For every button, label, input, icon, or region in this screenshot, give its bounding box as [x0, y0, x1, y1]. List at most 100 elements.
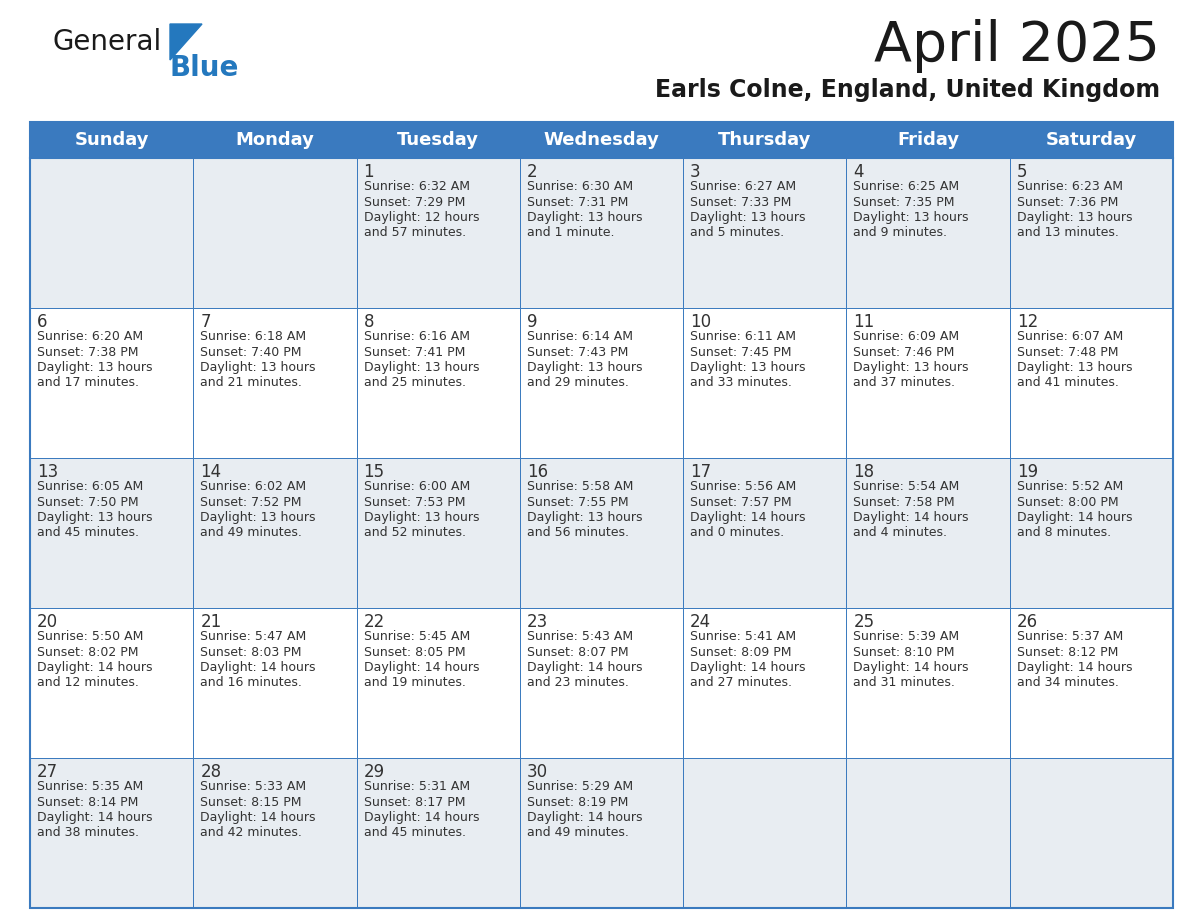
Text: Sunset: 8:19 PM: Sunset: 8:19 PM — [526, 796, 628, 809]
Bar — [194, 308, 356, 458]
Bar — [356, 458, 520, 608]
Text: Sunday: Sunday — [75, 131, 148, 149]
Text: Sunrise: 6:14 AM: Sunrise: 6:14 AM — [526, 330, 633, 343]
Text: Sunrise: 5:33 AM: Sunrise: 5:33 AM — [201, 780, 307, 793]
Text: and 5 minutes.: and 5 minutes. — [690, 227, 784, 240]
Text: Earls Colne, England, United Kingdom: Earls Colne, England, United Kingdom — [655, 78, 1159, 102]
Text: Daylight: 13 hours: Daylight: 13 hours — [37, 511, 152, 524]
Text: Thursday: Thursday — [718, 131, 811, 149]
Text: 28: 28 — [201, 763, 221, 781]
Text: 13: 13 — [37, 463, 58, 481]
Text: 5: 5 — [1017, 163, 1028, 181]
Text: Sunrise: 6:02 AM: Sunrise: 6:02 AM — [201, 480, 307, 493]
Text: and 33 minutes.: and 33 minutes. — [690, 376, 792, 389]
Text: Sunrise: 5:43 AM: Sunrise: 5:43 AM — [526, 630, 633, 643]
Bar — [846, 758, 1010, 908]
Bar — [683, 158, 846, 308]
Text: 20: 20 — [37, 613, 58, 631]
Bar — [520, 158, 683, 308]
Text: Monday: Monday — [235, 131, 315, 149]
Bar — [30, 158, 194, 308]
Bar — [683, 608, 846, 758]
Text: Sunrise: 5:45 AM: Sunrise: 5:45 AM — [364, 630, 469, 643]
Bar — [30, 458, 194, 608]
Text: Sunset: 7:46 PM: Sunset: 7:46 PM — [853, 345, 955, 359]
Text: Sunset: 7:58 PM: Sunset: 7:58 PM — [853, 496, 955, 509]
Text: and 21 minutes.: and 21 minutes. — [201, 376, 302, 389]
Text: Daylight: 14 hours: Daylight: 14 hours — [37, 661, 152, 674]
Text: Saturday: Saturday — [1045, 131, 1137, 149]
Text: and 12 minutes.: and 12 minutes. — [37, 677, 139, 689]
Text: Sunset: 7:50 PM: Sunset: 7:50 PM — [37, 496, 139, 509]
Text: 25: 25 — [853, 613, 874, 631]
Text: Sunrise: 5:52 AM: Sunrise: 5:52 AM — [1017, 480, 1123, 493]
Text: Daylight: 13 hours: Daylight: 13 hours — [201, 511, 316, 524]
Text: 27: 27 — [37, 763, 58, 781]
Bar — [30, 122, 1173, 908]
Bar — [846, 158, 1010, 308]
Text: and 45 minutes.: and 45 minutes. — [37, 527, 139, 540]
Text: and 8 minutes.: and 8 minutes. — [1017, 527, 1111, 540]
Text: Sunset: 8:07 PM: Sunset: 8:07 PM — [526, 645, 628, 658]
Bar — [520, 608, 683, 758]
Text: Sunset: 8:02 PM: Sunset: 8:02 PM — [37, 645, 139, 658]
Text: Sunset: 7:31 PM: Sunset: 7:31 PM — [526, 196, 628, 208]
Bar — [1010, 608, 1173, 758]
Bar — [846, 608, 1010, 758]
Text: and 17 minutes.: and 17 minutes. — [37, 376, 139, 389]
Bar — [683, 758, 846, 908]
Text: Sunrise: 6:09 AM: Sunrise: 6:09 AM — [853, 330, 960, 343]
Text: Daylight: 13 hours: Daylight: 13 hours — [690, 211, 805, 224]
Text: 22: 22 — [364, 613, 385, 631]
Text: Sunset: 7:57 PM: Sunset: 7:57 PM — [690, 496, 791, 509]
Text: 16: 16 — [526, 463, 548, 481]
Text: 29: 29 — [364, 763, 385, 781]
Text: and 49 minutes.: and 49 minutes. — [201, 527, 302, 540]
Text: Daylight: 13 hours: Daylight: 13 hours — [690, 361, 805, 374]
Text: and 13 minutes.: and 13 minutes. — [1017, 227, 1119, 240]
Text: Sunset: 8:17 PM: Sunset: 8:17 PM — [364, 796, 465, 809]
Text: Wednesday: Wednesday — [544, 131, 659, 149]
Text: and 37 minutes.: and 37 minutes. — [853, 376, 955, 389]
Text: Sunset: 8:09 PM: Sunset: 8:09 PM — [690, 645, 791, 658]
Text: Sunrise: 5:39 AM: Sunrise: 5:39 AM — [853, 630, 960, 643]
Text: Sunrise: 5:29 AM: Sunrise: 5:29 AM — [526, 780, 633, 793]
Text: Sunrise: 6:32 AM: Sunrise: 6:32 AM — [364, 180, 469, 193]
Text: 18: 18 — [853, 463, 874, 481]
Text: Daylight: 13 hours: Daylight: 13 hours — [526, 211, 643, 224]
Text: Sunset: 8:15 PM: Sunset: 8:15 PM — [201, 796, 302, 809]
Bar — [846, 308, 1010, 458]
Bar — [356, 308, 520, 458]
Text: 26: 26 — [1017, 613, 1038, 631]
Text: Sunset: 7:45 PM: Sunset: 7:45 PM — [690, 345, 791, 359]
Text: and 52 minutes.: and 52 minutes. — [364, 527, 466, 540]
Text: Daylight: 14 hours: Daylight: 14 hours — [1017, 661, 1132, 674]
Text: 24: 24 — [690, 613, 712, 631]
Text: Sunrise: 5:37 AM: Sunrise: 5:37 AM — [1017, 630, 1123, 643]
Text: Sunrise: 6:05 AM: Sunrise: 6:05 AM — [37, 480, 144, 493]
Text: Daylight: 13 hours: Daylight: 13 hours — [853, 361, 969, 374]
Text: 3: 3 — [690, 163, 701, 181]
Text: and 0 minutes.: and 0 minutes. — [690, 527, 784, 540]
Text: and 57 minutes.: and 57 minutes. — [364, 227, 466, 240]
Text: Daylight: 13 hours: Daylight: 13 hours — [364, 511, 479, 524]
Text: 9: 9 — [526, 313, 537, 331]
Bar — [520, 308, 683, 458]
Text: Sunrise: 5:54 AM: Sunrise: 5:54 AM — [853, 480, 960, 493]
Text: 12: 12 — [1017, 313, 1038, 331]
Text: Sunset: 8:12 PM: Sunset: 8:12 PM — [1017, 645, 1118, 658]
Bar — [194, 608, 356, 758]
Text: 1: 1 — [364, 163, 374, 181]
Text: and 49 minutes.: and 49 minutes. — [526, 826, 628, 839]
Bar — [683, 458, 846, 608]
Text: Daylight: 14 hours: Daylight: 14 hours — [853, 661, 969, 674]
Text: Tuesday: Tuesday — [397, 131, 479, 149]
Text: Sunset: 7:52 PM: Sunset: 7:52 PM — [201, 496, 302, 509]
Text: 10: 10 — [690, 313, 712, 331]
Bar — [356, 158, 520, 308]
Text: and 9 minutes.: and 9 minutes. — [853, 227, 947, 240]
Text: Sunrise: 6:00 AM: Sunrise: 6:00 AM — [364, 480, 469, 493]
Bar — [520, 458, 683, 608]
Text: Sunset: 7:33 PM: Sunset: 7:33 PM — [690, 196, 791, 208]
Text: Daylight: 13 hours: Daylight: 13 hours — [37, 361, 152, 374]
